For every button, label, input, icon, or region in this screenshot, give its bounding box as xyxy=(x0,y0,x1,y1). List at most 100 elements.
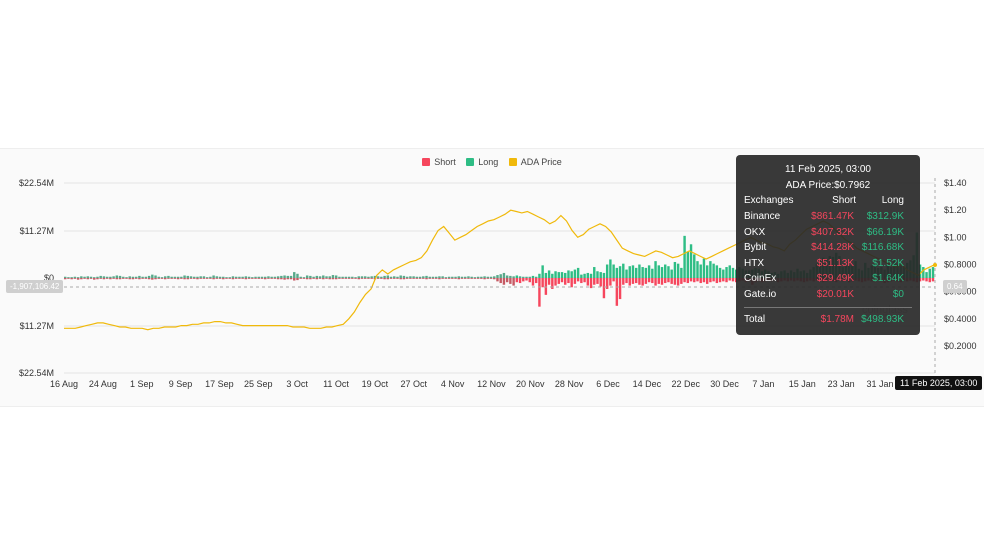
short-bar xyxy=(434,278,438,279)
short-bar xyxy=(438,278,441,280)
crosshair-left-value: -1,907,106.42 xyxy=(6,280,64,293)
long-bar xyxy=(80,276,83,278)
long-bar xyxy=(670,269,673,278)
long-bar xyxy=(202,276,206,278)
x-tick-label: 11 Oct xyxy=(323,379,349,389)
short-bar xyxy=(576,278,580,282)
short-bar xyxy=(344,278,348,279)
short-bar xyxy=(918,278,922,282)
short-bar xyxy=(115,278,119,280)
short-bar xyxy=(238,278,241,279)
short-bar xyxy=(586,278,590,286)
long-bar xyxy=(683,235,686,278)
legend-price[interactable]: ADA Price xyxy=(508,157,562,167)
short-bar xyxy=(309,278,312,280)
short-bar xyxy=(367,278,370,279)
short-bar xyxy=(293,278,296,281)
long-bar xyxy=(344,276,348,278)
tooltip-header-exchanges: Exchanges xyxy=(744,195,794,206)
long-bar xyxy=(570,271,573,278)
y-tick-label-right: $1.00 xyxy=(944,232,967,242)
long-bar xyxy=(509,275,512,278)
short-bar xyxy=(473,278,477,279)
long-bar xyxy=(512,276,515,278)
legend-short[interactable]: Short xyxy=(422,157,456,167)
long-bar xyxy=(528,276,531,278)
short-bar xyxy=(560,278,564,283)
short-bar xyxy=(457,278,460,280)
tooltip-row-binance: Binance $861.47K $312.9K xyxy=(744,211,912,225)
short-bar xyxy=(634,278,638,284)
long-bar xyxy=(686,251,690,278)
x-tick-label: 12 Nov xyxy=(477,379,506,389)
long-bar xyxy=(218,276,222,278)
short-bar xyxy=(534,278,538,284)
tooltip-row-bybit: Bybit $414.28K $116.68K xyxy=(744,242,912,256)
short-bar xyxy=(505,278,509,283)
short-bar xyxy=(670,278,673,284)
short-bar xyxy=(583,278,586,283)
long-bar xyxy=(415,276,419,278)
tooltip-short: $20.01K xyxy=(816,288,854,300)
short-bar xyxy=(215,278,219,279)
tooltip-name: OKX xyxy=(744,226,766,238)
short-bar xyxy=(412,278,415,279)
long-bar xyxy=(715,265,719,278)
short-bar xyxy=(393,278,396,279)
y-tick-label-left: $11.27M xyxy=(20,321,54,331)
short-bar xyxy=(376,278,380,279)
long-bar xyxy=(138,275,141,278)
long-bar xyxy=(380,276,383,278)
long-bar xyxy=(428,276,431,278)
short-bar xyxy=(183,278,186,280)
y-tick-label-left: $22.54M xyxy=(19,368,54,378)
short-bar xyxy=(422,278,425,279)
long-bar xyxy=(131,276,135,278)
short-bar xyxy=(702,278,706,283)
long-bar xyxy=(676,263,680,278)
long-bar xyxy=(918,264,922,278)
short-bar xyxy=(609,278,612,286)
short-bar xyxy=(93,278,96,280)
short-bar xyxy=(502,278,506,285)
long-bar xyxy=(422,276,425,278)
long-bar xyxy=(657,265,660,278)
short-bar xyxy=(667,278,670,283)
short-bar xyxy=(467,278,470,279)
tooltip-short: $29.49K xyxy=(816,273,854,284)
short-bar xyxy=(212,278,215,280)
legend-long[interactable]: Long xyxy=(466,157,498,167)
long-bar xyxy=(402,275,406,278)
long-bar xyxy=(325,276,328,278)
short-bar xyxy=(167,278,170,279)
short-bar xyxy=(647,278,651,283)
long-bar xyxy=(644,267,648,278)
short-bar xyxy=(686,278,690,284)
long-bar xyxy=(354,277,357,278)
long-bar xyxy=(602,272,606,278)
short-bar xyxy=(67,278,70,279)
x-tick-label: 30 Dec xyxy=(710,379,739,389)
long-bar xyxy=(451,276,454,278)
short-bar xyxy=(193,278,196,279)
short-bar xyxy=(596,278,599,284)
y-tick-label-right: $1.40 xyxy=(944,178,967,188)
short-bar xyxy=(664,278,667,284)
long-bar xyxy=(709,261,712,278)
short-bar xyxy=(409,278,412,279)
long-bar xyxy=(193,276,196,278)
long-bar xyxy=(334,275,338,278)
short-bar xyxy=(131,278,135,280)
long-bar xyxy=(593,267,596,278)
short-bar xyxy=(622,278,625,285)
long-bar xyxy=(418,276,422,278)
long-bar xyxy=(280,275,283,278)
short-bar xyxy=(118,278,122,280)
short-bar xyxy=(305,278,309,280)
long-bar xyxy=(534,276,538,278)
tooltip-price: ADA Price:$0.7962 xyxy=(785,180,871,191)
long-bar xyxy=(731,267,735,278)
long-bar xyxy=(209,276,212,278)
long-bar xyxy=(609,259,612,278)
short-bar xyxy=(231,278,235,280)
